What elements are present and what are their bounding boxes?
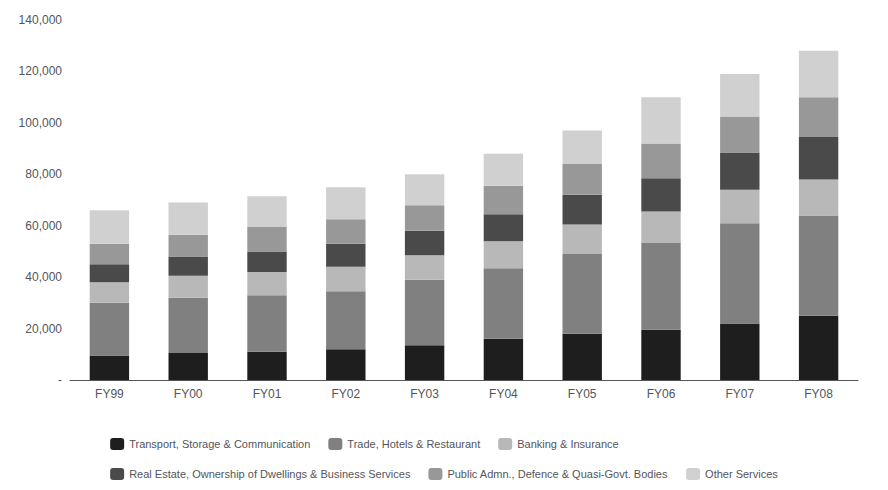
svg-text:Trade, Hotels & Restaurant: Trade, Hotels & Restaurant [347,438,480,450]
svg-text:FY08: FY08 [804,387,833,401]
svg-text:FY02: FY02 [331,387,360,401]
svg-text:140,000: 140,000 [19,13,63,27]
svg-text:FY05: FY05 [568,387,597,401]
svg-text:Public Admn., Defence & Quasi-: Public Admn., Defence & Quasi-Govt. Bodi… [447,468,668,480]
svg-text:Real Estate, Ownership of Dwel: Real Estate, Ownership of Dwellings & Bu… [129,468,411,480]
svg-text:FY99: FY99 [95,387,124,401]
svg-text:-: - [58,373,62,387]
svg-text:Transport, Storage & Communica: Transport, Storage & Communication [129,438,310,450]
svg-text:20,000: 20,000 [25,322,62,336]
svg-text:FY01: FY01 [253,387,282,401]
svg-text:80,000: 80,000 [25,167,62,181]
svg-text:120,000: 120,000 [19,64,63,78]
svg-text:FY04: FY04 [489,387,518,401]
svg-text:60,000: 60,000 [25,219,62,233]
svg-text:Banking & Insurance: Banking & Insurance [517,438,619,450]
svg-text:40,000: 40,000 [25,270,62,284]
svg-text:Other Services: Other Services [705,468,778,480]
svg-text:FY00: FY00 [174,387,203,401]
svg-text:FY06: FY06 [647,387,676,401]
svg-text:FY03: FY03 [410,387,439,401]
svg-text:FY07: FY07 [725,387,754,401]
svg-text:100,000: 100,000 [19,116,63,130]
